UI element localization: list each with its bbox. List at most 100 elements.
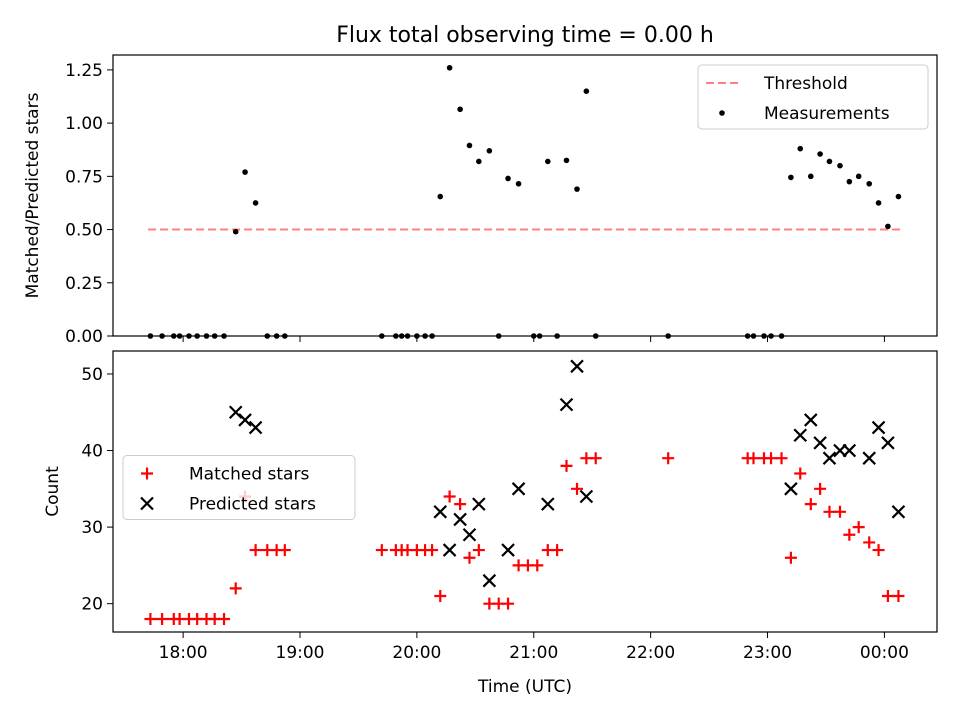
- y-tick-label: 0.00: [65, 327, 103, 347]
- matched-star-point: [249, 544, 262, 557]
- predicted-star-point: [238, 413, 252, 427]
- predicted-star-point: [570, 359, 584, 374]
- predicted-star-point: [472, 497, 486, 511]
- matched-star-point: [229, 582, 242, 595]
- matched-star-point: [784, 551, 797, 564]
- legend: Threshold Measurements: [697, 64, 929, 130]
- predicted-star-point: [559, 397, 574, 412]
- predicted-star-point: [442, 543, 457, 557]
- measurement-point: [797, 145, 804, 152]
- y-tick-label: 30: [81, 518, 103, 538]
- matched-star-point: [443, 490, 456, 503]
- matched-star-point: [794, 467, 807, 480]
- legend-measurement-swatch: [719, 110, 725, 116]
- y-tick-label: 1.00: [65, 114, 103, 134]
- measurement-point: [486, 147, 493, 154]
- matched-star-point: [662, 452, 675, 465]
- y-tick-label: 1.25: [65, 61, 103, 81]
- matched-star-point: [454, 498, 467, 511]
- predicted-star-point: [842, 443, 857, 458]
- matched-star-point: [144, 612, 157, 625]
- matched-star-point: [852, 521, 865, 534]
- matched-star-point: [843, 528, 856, 541]
- matched-star-point: [863, 536, 876, 549]
- matched-star-point: [463, 551, 476, 564]
- legend-label: Threshold: [763, 74, 848, 94]
- measurement-point: [476, 158, 482, 165]
- measurement-point: [515, 180, 522, 187]
- y-tick-label: 50: [81, 365, 103, 385]
- predicted-star-point: [482, 573, 497, 588]
- matched-star-point: [833, 505, 846, 518]
- y-tick-label: 0.75: [65, 167, 103, 187]
- bottom-panel-count-plot: 20 30 40 50 18:00 19:00 20:00 21:00 22:00 23:00 00…: [43, 350, 938, 697]
- measurement-point: [837, 162, 843, 169]
- figure-title: Flux total observing time = 0.00 h: [336, 23, 714, 48]
- measurement-point: [895, 193, 902, 200]
- legend-label: Measurements: [764, 104, 890, 124]
- matched-star-point: [747, 452, 760, 465]
- measurement-point: [437, 193, 444, 200]
- matched-star-point: [814, 482, 827, 495]
- measurement-point: [252, 200, 259, 206]
- top-panel-ratio-plot: 0.00 0.25 0.50 0.75 1.00 1.25 Matched/Predicte…: [23, 54, 938, 347]
- predicted-star-point: [784, 482, 798, 496]
- y-tick-label: 40: [81, 442, 103, 462]
- predicted-star-point: [541, 497, 555, 511]
- x-tick-label: 23:00: [743, 643, 792, 663]
- matched-star-point: [560, 459, 573, 472]
- matched-star-point: [156, 612, 169, 625]
- measurement-point: [885, 223, 891, 230]
- predicted-star-point: [511, 482, 526, 496]
- measurement-point: [446, 64, 453, 71]
- measurement-point: [826, 158, 833, 165]
- measurement-point: [242, 169, 248, 175]
- measurement-point: [807, 173, 814, 180]
- y-axis-label: Count: [43, 466, 63, 517]
- matched-star-point: [823, 505, 836, 518]
- measurement-point: [505, 175, 511, 182]
- matched-star-point: [375, 544, 388, 557]
- predicted-star-point: [248, 420, 263, 435]
- measurement-point: [232, 228, 239, 235]
- x-tick-label: 00:00: [860, 643, 909, 663]
- predicted-star-point: [803, 413, 818, 427]
- x-axis-label: Time (UTC): [477, 677, 572, 697]
- predicted-star-point: [793, 428, 808, 443]
- measurement-point: [788, 174, 794, 181]
- matched-star-point: [551, 544, 564, 557]
- x-tick-label: 18:00: [159, 643, 208, 663]
- measurement-point: [544, 158, 551, 165]
- matched-star-point: [472, 544, 485, 557]
- y-tick-label: 0.50: [65, 221, 103, 241]
- measurement-point: [574, 186, 580, 192]
- legend-label: Matched stars: [189, 465, 309, 485]
- matched-star-point: [804, 498, 817, 511]
- x-tick-label: 21:00: [509, 643, 558, 663]
- plot-frame: [112, 350, 938, 633]
- matched-star-point: [502, 597, 515, 610]
- matched-star-point: [571, 482, 584, 495]
- predicted-star-point: [433, 505, 448, 519]
- x-tick-label: 22:00: [626, 643, 675, 663]
- predicted-star-point: [453, 512, 467, 527]
- matched-star-point: [218, 612, 231, 625]
- legend-predicted-swatch: [140, 496, 154, 511]
- plot-frame: [112, 54, 938, 337]
- predicted-star-point: [881, 436, 895, 450]
- matched-star-point: [278, 544, 291, 557]
- predicted-star-point: [822, 451, 837, 465]
- y-tick-label: 20: [81, 595, 103, 615]
- measurement-point: [583, 88, 590, 94]
- matched-star-point: [531, 559, 544, 572]
- matched-star-point: [872, 544, 885, 557]
- predicted-star-point: [462, 527, 477, 542]
- matched-star-point: [775, 452, 788, 465]
- legend-label: Predicted stars: [189, 495, 316, 515]
- legend-matched-swatch: [141, 467, 153, 480]
- matched-star-point: [434, 590, 447, 603]
- predicted-star-point: [871, 420, 886, 435]
- predicted-star-point: [891, 505, 906, 519]
- predicted-star-point: [813, 436, 827, 450]
- measurement-point: [846, 178, 853, 185]
